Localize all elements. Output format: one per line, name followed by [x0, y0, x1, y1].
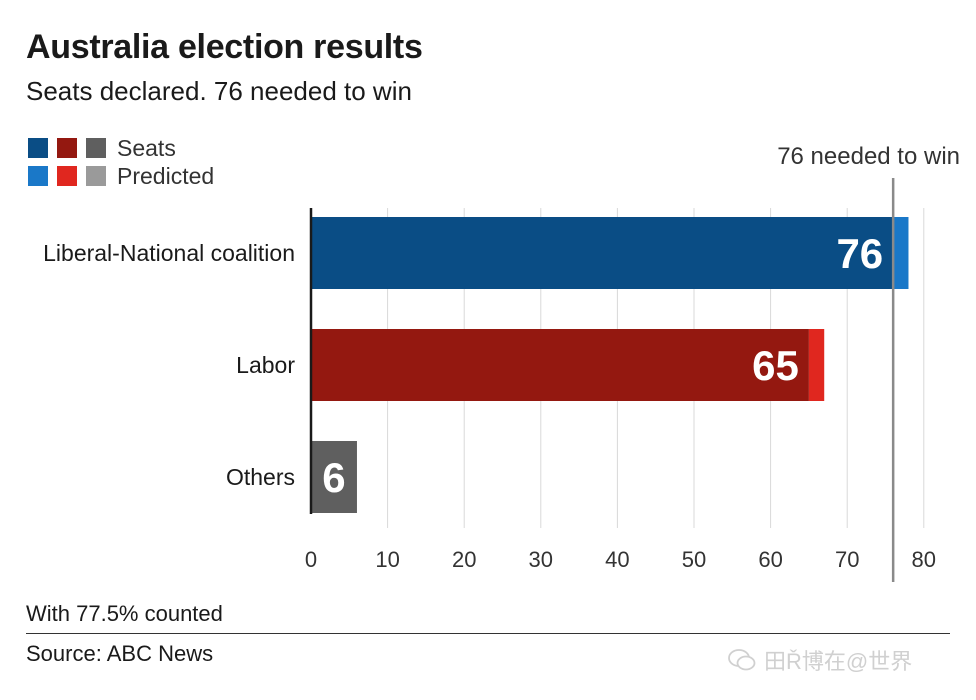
tick-label-10: 10 — [375, 547, 399, 572]
legend-swatch-predicted-coalition — [28, 166, 48, 186]
wechat-icon — [728, 649, 756, 671]
legend-row-predicted: Predicted — [28, 162, 214, 190]
tick-label-0: 0 — [305, 547, 317, 572]
bar-predicted-0 — [893, 217, 909, 289]
watermark-text: 田Ř博在@世界 — [764, 649, 913, 674]
category-label-2: Others — [226, 464, 295, 490]
data-label-2: 6 — [322, 454, 345, 501]
tick-label-40: 40 — [605, 547, 629, 572]
tick-label-80: 80 — [912, 547, 936, 572]
tick-label-60: 60 — [758, 547, 782, 572]
category-label-0: Liberal-National coalition — [43, 240, 295, 266]
bar-predicted-1 — [808, 329, 825, 401]
footnote: With 77.5% counted — [26, 601, 223, 626]
legend-label-predicted: Predicted — [117, 162, 215, 189]
legend-swatch-predicted-labor — [57, 166, 77, 186]
bar-seats-0 — [311, 217, 894, 289]
legend-label-seats: Seats — [117, 134, 176, 161]
legend-swatch-seats-others — [86, 138, 106, 158]
bar-seats-2 — [311, 441, 357, 513]
tick-label-50: 50 — [682, 547, 706, 572]
chart-subtitle: Seats declared. 76 needed to win — [26, 76, 412, 106]
footer-divider — [26, 633, 950, 634]
tick-label-70: 70 — [835, 547, 859, 572]
bar-chart: Liberal-National coalition 76 Labor 65 Other… — [43, 143, 960, 582]
data-label-1: 65 — [752, 342, 799, 389]
data-label-0: 76 — [836, 230, 883, 277]
legend: Seats Predicted — [28, 134, 214, 190]
legend-row-seats: Seats — [28, 134, 214, 162]
category-label-1: Labor — [236, 352, 295, 378]
chart-title: Australia election results — [26, 28, 423, 66]
tick-label-30: 30 — [529, 547, 553, 572]
watermark: 田Ř博在@世界 — [728, 644, 912, 676]
legend-swatch-predicted-others — [86, 166, 106, 186]
legend-swatch-seats-labor — [57, 138, 77, 158]
legend-swatch-seats-coalition — [28, 138, 48, 158]
tick-label-20: 20 — [452, 547, 476, 572]
reference-line-label: 76 needed to win — [777, 143, 960, 170]
bar-seats-1 — [311, 329, 809, 401]
source-note: Source: ABC News — [26, 641, 214, 666]
